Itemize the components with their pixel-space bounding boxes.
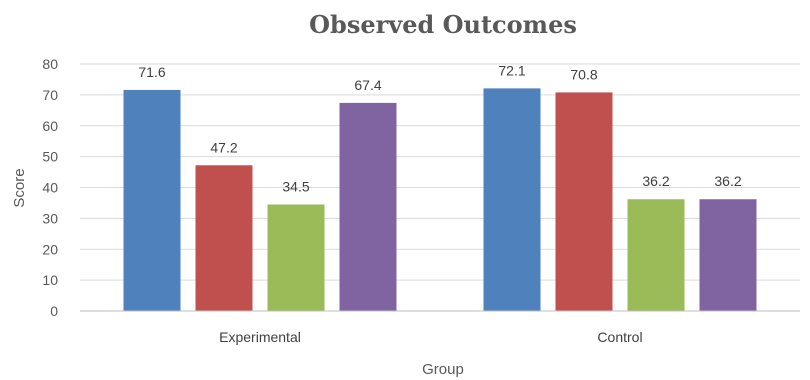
data-label: 70.8 (570, 66, 597, 82)
y-tick-label: 40 (42, 180, 58, 196)
data-label: 67.4 (354, 77, 381, 93)
bar (483, 88, 541, 311)
data-label: 71.6 (138, 64, 165, 80)
y-axis-ticks: 0 10 20 30 40 50 60 70 80 (42, 56, 58, 319)
y-tick-label: 50 (42, 149, 58, 165)
data-labels: 71.6 47.2 34.5 67.4 72.1 70.8 36.2 36.2 (138, 62, 741, 194)
y-axis-title: Score (11, 168, 28, 207)
bar (555, 92, 613, 311)
y-tick-label: 20 (42, 241, 58, 257)
bar (699, 199, 757, 311)
bars (123, 88, 757, 311)
data-label: 72.1 (498, 62, 525, 78)
data-label: 36.2 (642, 173, 669, 189)
y-tick-label: 80 (42, 56, 58, 72)
y-tick-label: 0 (50, 303, 58, 319)
bar (339, 102, 397, 311)
x-category-label: Experimental (219, 329, 301, 345)
x-axis-title: Group (422, 361, 464, 378)
y-tick-label: 30 (42, 210, 58, 226)
x-axis-categories: Experimental Control (219, 329, 642, 345)
bar (195, 165, 253, 311)
bar (267, 204, 325, 311)
data-label: 36.2 (714, 173, 741, 189)
chart-title: Observed Outcomes (309, 10, 577, 39)
y-tick-label: 10 (42, 272, 58, 288)
bar (123, 89, 181, 311)
gridlines (80, 63, 800, 281)
data-label: 47.2 (210, 139, 237, 155)
x-category-label: Control (597, 329, 642, 345)
y-tick-label: 70 (42, 87, 58, 103)
data-label: 34.5 (282, 178, 309, 194)
y-tick-label: 60 (42, 118, 58, 134)
bar (627, 199, 685, 311)
